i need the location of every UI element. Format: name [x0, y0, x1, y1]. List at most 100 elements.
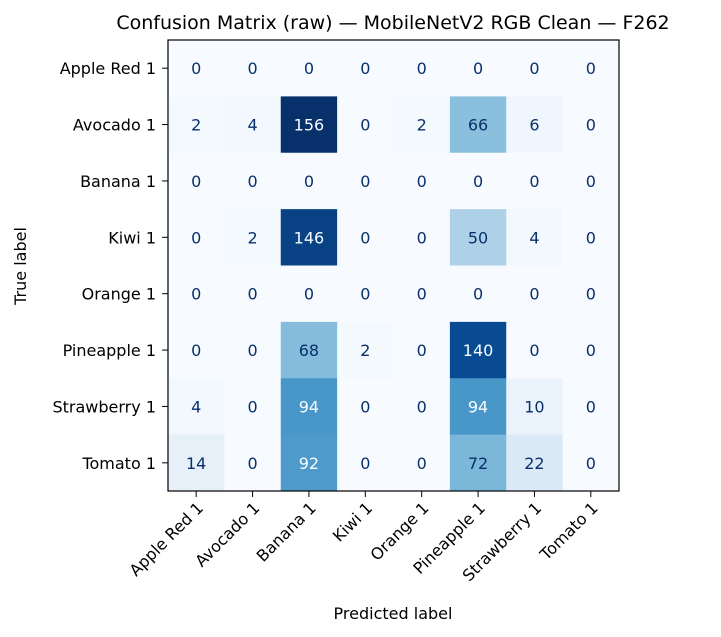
heatmap-cell — [562, 40, 620, 97]
y-axis-ticks: Apple Red 1 Avocado 1 Banana 1 Kiwi 1 Orange… — [52, 59, 168, 473]
heatmap-cell — [449, 378, 507, 436]
heatmap-cell-value: 0 — [247, 59, 257, 78]
heatmap-cell — [224, 265, 282, 323]
heatmap-cell — [280, 321, 338, 379]
heatmap-cell — [280, 96, 338, 154]
heatmap-cell — [168, 209, 225, 266]
heatmap-cell — [393, 265, 451, 323]
heatmap-cell — [168, 378, 225, 436]
heatmap-cell-value: 0 — [360, 172, 370, 191]
heatmap-cell — [280, 209, 338, 266]
heatmap-cell-value: 0 — [191, 341, 201, 360]
chart-title: Confusion Matrix (raw) — MobileNetV2 RGB… — [116, 12, 669, 34]
heatmap-cell-value: 0 — [304, 59, 314, 78]
heatmap-cell-value: 0 — [586, 397, 596, 416]
heatmap-cell-value: 4 — [191, 397, 201, 416]
heatmap-cell — [506, 152, 564, 210]
heatmap-cell — [168, 434, 225, 492]
heatmap-cell-value: 14 — [186, 454, 206, 473]
heatmap-cell-value: 50 — [468, 228, 488, 247]
heatmap-cell-value: 0 — [247, 341, 257, 360]
heatmap-cell-value: 0 — [191, 228, 201, 247]
heatmap-cell — [449, 209, 507, 266]
y-tick-label: Apple Red 1 — [60, 59, 156, 78]
heatmap-cell — [224, 40, 282, 97]
heatmap-cell-value: 0 — [304, 172, 314, 191]
heatmap-cell-value: 0 — [247, 285, 257, 304]
heatmap-cell-value: 0 — [586, 341, 596, 360]
heatmap-cell — [280, 152, 338, 210]
heatmap-cell — [168, 321, 225, 379]
y-tick-label: Avocado 1 — [73, 116, 156, 135]
heatmap-cell-value: 0 — [586, 172, 596, 191]
heatmap-cell-value: 68 — [299, 341, 319, 360]
y-tick-label: Tomato 1 — [81, 454, 156, 473]
heatmap-cell-value: 94 — [468, 397, 488, 416]
y-tick-label: Kiwi 1 — [108, 228, 156, 247]
heatmap-cell-value: 146 — [294, 228, 325, 247]
heatmap-cell-value: 0 — [360, 228, 370, 247]
heatmap-cell-value: 0 — [586, 228, 596, 247]
heatmap-cell — [168, 96, 225, 154]
x-axis-label: Predicted label — [334, 604, 453, 623]
heatmap-cell — [393, 96, 451, 154]
heatmap-cell-value: 0 — [586, 454, 596, 473]
heatmap-cell-value: 0 — [360, 397, 370, 416]
heatmap-cell — [393, 321, 451, 379]
heatmap-cell — [506, 321, 564, 379]
heatmap-cell — [224, 209, 282, 266]
heatmap-cell-value: 0 — [247, 454, 257, 473]
heatmap-cell-value: 0 — [247, 172, 257, 191]
y-tick-label: Pineapple 1 — [63, 341, 156, 360]
heatmap-cell — [337, 321, 394, 379]
plot-frame — [167, 39, 620, 492]
heatmap-cell-value: 2 — [247, 228, 257, 247]
heatmap-cells — [168, 40, 620, 492]
heatmap-cell-value: 0 — [247, 397, 257, 416]
heatmap-cell — [393, 152, 451, 210]
heatmap-cell-value: 0 — [417, 454, 427, 473]
heatmap-cell — [224, 152, 282, 210]
heatmap-cell — [506, 209, 564, 266]
heatmap-cell-value: 0 — [529, 59, 539, 78]
heatmap-cell-value: 140 — [463, 341, 494, 360]
heatmap-cell-value: 0 — [586, 59, 596, 78]
heatmap-cell-value: 66 — [468, 116, 488, 135]
heatmap-cell — [506, 40, 564, 97]
heatmap-cell — [506, 434, 564, 492]
heatmap-cell-value: 0 — [191, 285, 201, 304]
heatmap-cell — [506, 265, 564, 323]
heatmap-cell-value: 0 — [417, 285, 427, 304]
heatmap-cell-value: 22 — [524, 454, 544, 473]
heatmap-cell — [449, 152, 507, 210]
heatmap-cell-value: 0 — [473, 285, 483, 304]
heatmap-cell — [449, 321, 507, 379]
heatmap-cell-value: 92 — [299, 454, 319, 473]
heatmap-cell-value: 0 — [191, 59, 201, 78]
heatmap-cell — [337, 40, 394, 97]
heatmap-cell-value: 2 — [417, 116, 427, 135]
heatmap-cell-value: 4 — [529, 228, 539, 247]
heatmap-cell-value: 0 — [360, 454, 370, 473]
heatmap-cell — [562, 321, 620, 379]
heatmap-cell — [337, 265, 394, 323]
heatmap-cell — [224, 434, 282, 492]
heatmap-cell — [337, 434, 394, 492]
heatmap-cell-value: 4 — [247, 116, 257, 135]
heatmap-cell — [280, 40, 338, 97]
heatmap-cell — [337, 152, 394, 210]
heatmap-cell-value: 156 — [294, 116, 325, 135]
heatmap-cell — [562, 209, 620, 266]
heatmap-cell — [224, 378, 282, 436]
heatmap-cell-labels: 0 0 0 0 0 0 0 02 4 156 0 2 66 6 00 0 0 0 0 0 0 00 2 146 0 0 50 4 00 0… — [186, 59, 596, 473]
heatmap-cell-value: 2 — [191, 116, 201, 135]
heatmap-cell-value: 0 — [191, 172, 201, 191]
heatmap-cell — [224, 96, 282, 154]
heatmap-cell-value: 10 — [524, 397, 544, 416]
heatmap-cell-value: 6 — [529, 116, 539, 135]
heatmap-cell — [562, 378, 620, 436]
heatmap-cell-value: 2 — [360, 341, 370, 360]
heatmap-cell — [449, 96, 507, 154]
heatmap-cell-value: 0 — [586, 116, 596, 135]
